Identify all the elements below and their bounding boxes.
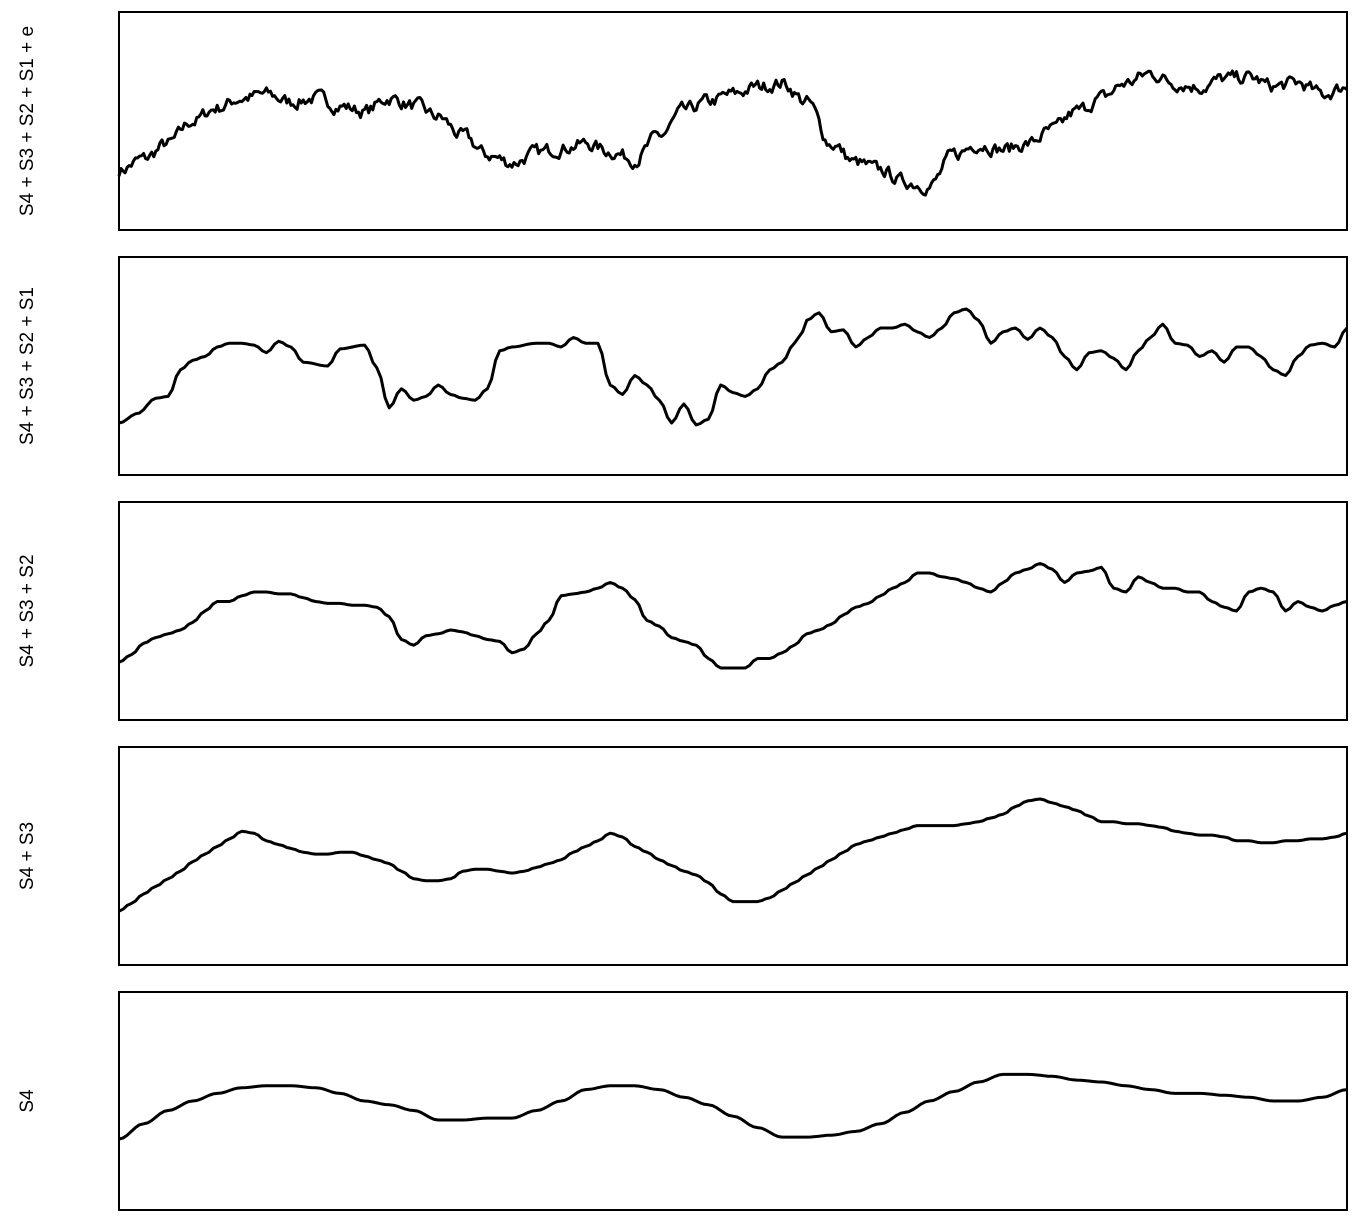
- panel-4-frame: [118, 746, 1348, 966]
- panel-2-series-line: [118, 307, 1349, 427]
- panel-2-frame: [118, 256, 1348, 476]
- panel-1-frame: [118, 11, 1348, 231]
- panel-3-frame: [118, 501, 1348, 721]
- panel-3-ylabel: S4 + S3 + S2: [17, 554, 38, 667]
- panel-4-series-line: [118, 797, 1348, 913]
- panel-1-series-line: [117, 69, 1348, 197]
- panel-4: S4 + S3: [17, 746, 1348, 966]
- panel-2: S4 + S3 + S2 + S1: [17, 256, 1349, 476]
- panel-1: S4 + S3 + S2 + S1 + e: [17, 11, 1348, 231]
- panel-3-series-line: [118, 562, 1348, 670]
- panel-5-ylabel: S4: [17, 1089, 38, 1113]
- panel-4-ylabel: S4 + S3: [17, 822, 38, 890]
- panel-1-ylabel: S4 + S3 + S2 + S1 + e: [17, 26, 38, 216]
- panel-5-series-line: [118, 1072, 1348, 1141]
- panel-2-ylabel: S4 + S3 + S2 + S1: [17, 287, 38, 445]
- panel-5-frame: [118, 991, 1348, 1211]
- panel-5: S4: [17, 991, 1348, 1211]
- panel-3: S4 + S3 + S2: [17, 501, 1348, 721]
